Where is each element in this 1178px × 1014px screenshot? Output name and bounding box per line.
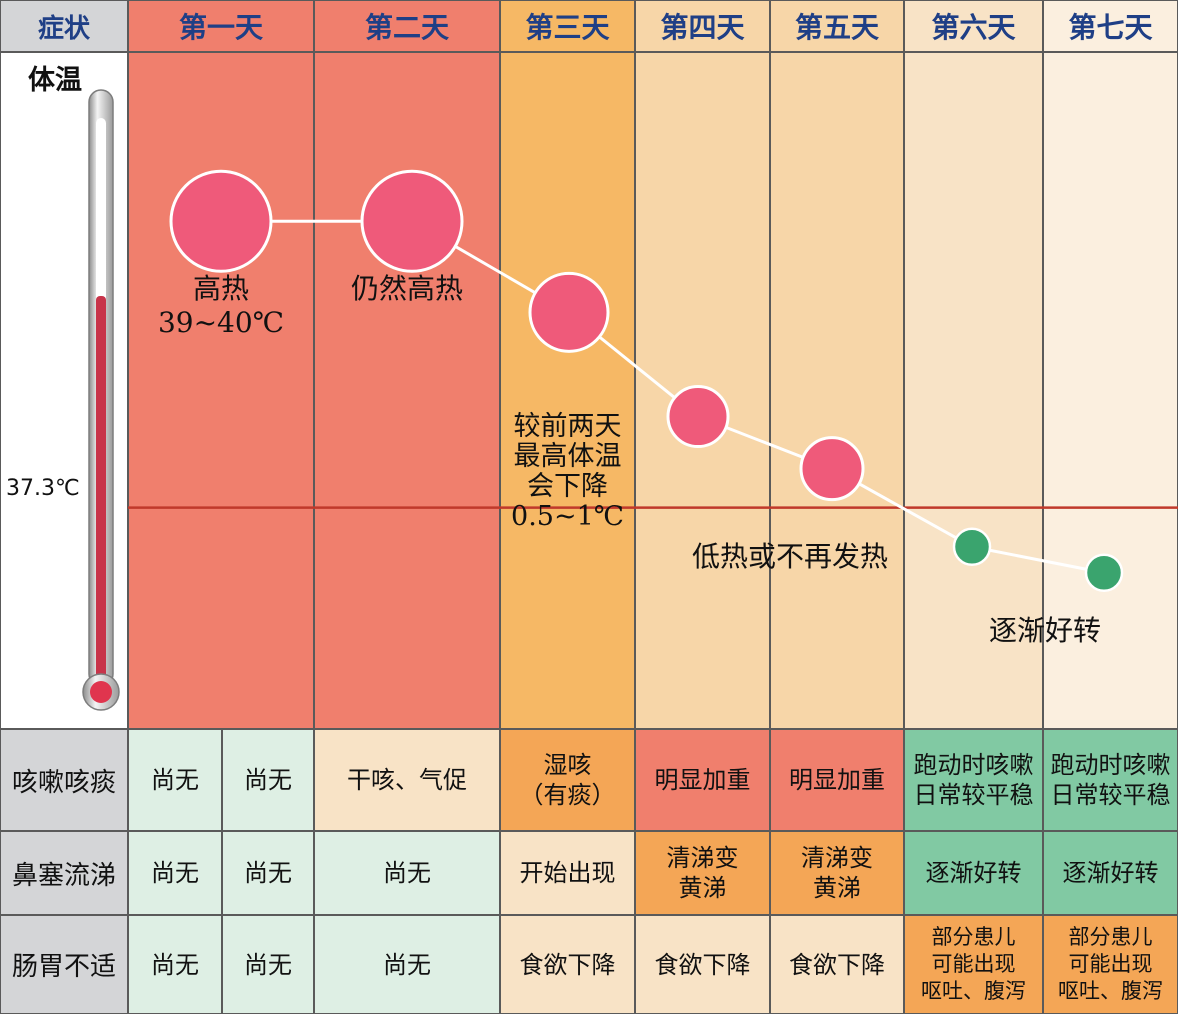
temperature-point-7 — [1084, 553, 1124, 593]
temperature-point-5 — [799, 436, 865, 502]
corner-label: 症状 — [37, 13, 90, 44]
nasal-row-cell: 尚无 — [222, 831, 314, 915]
gi-row-cell: 食欲下降 — [500, 915, 635, 1014]
nasal-row-cell: 清涕变 黄涕 — [635, 831, 770, 915]
threshold-label: 37.3℃ — [6, 476, 80, 501]
temp-bg-day-5 — [770, 52, 904, 729]
gi-row-label: 肠胃不适 — [0, 915, 128, 1014]
temperature-point-1 — [169, 169, 273, 273]
cough-row-cell: 跑动时咳嗽 日常较平稳 — [1043, 729, 1178, 831]
temperature-series-points — [169, 169, 1124, 593]
temp-bg-day-6 — [904, 52, 1043, 729]
cough-row-cell: 尚无 — [128, 729, 222, 831]
gi-row-cell: 食欲下降 — [635, 915, 770, 1014]
header-day-6: 第六天 — [904, 0, 1043, 52]
temp-bg-day-3 — [500, 52, 635, 729]
cough-row-cell: 明显加重 — [770, 729, 904, 831]
gi-row-cell: 尚无 — [128, 915, 222, 1014]
nasal-row-cell: 尚无 — [128, 831, 222, 915]
temp-label: 体温 — [28, 65, 82, 96]
nasal-row-cell: 逐渐好转 — [1043, 831, 1178, 915]
gi-row-cell: 部分患儿 可能出现 呕吐、腹泻 — [1043, 915, 1178, 1014]
header-day-2: 第二天 — [314, 0, 500, 52]
header-corner: 症状 — [0, 0, 128, 52]
gi-row-cell: 尚无 — [314, 915, 500, 1014]
cough-row-label: 咳嗽咳痰 — [0, 729, 128, 831]
cough-row-cell: 干咳、气促 — [314, 729, 500, 831]
header-day-7: 第七天 — [1043, 0, 1178, 52]
cough-row-cell: 明显加重 — [635, 729, 770, 831]
temperature-point-6 — [952, 527, 992, 566]
temp-bg-day-2 — [314, 52, 500, 729]
nasal-row-cell: 清涕变 黄涕 — [770, 831, 904, 915]
label-day-2: 仍然高热 — [350, 272, 463, 305]
thermometer-icon — [82, 89, 120, 711]
temp-bg-day-1 — [128, 52, 314, 729]
temperature-point-3 — [528, 271, 610, 353]
nasal-row-cell: 尚无 — [314, 831, 500, 915]
series-segment — [971, 545, 1105, 575]
label-day-4-5: 低热或不再发热 — [691, 540, 888, 573]
temp-bg-day-7 — [1043, 52, 1178, 729]
cough-row-cell: 湿咳 （有痰） — [500, 729, 635, 831]
temperature-point-4 — [666, 385, 730, 449]
temperature-point-2 — [360, 169, 464, 273]
gi-row-cell: 部分患儿 可能出现 呕吐、腹泻 — [904, 915, 1043, 1014]
gi-row-cell: 食欲下降 — [770, 915, 904, 1014]
header-day-4: 第四天 — [635, 0, 770, 52]
label-day-3: 较前两天 最高体温 会下降 0.5~1℃ — [511, 411, 624, 532]
nasal-row-cell: 开始出现 — [500, 831, 635, 915]
cough-row-cell: 跑动时咳嗽 日常较平稳 — [904, 729, 1043, 831]
label-day-1: 高热 39~40℃ — [157, 272, 285, 339]
header-day-1: 第一天 — [128, 0, 314, 52]
nasal-row-cell: 逐渐好转 — [904, 831, 1043, 915]
gi-row-cell: 尚无 — [222, 915, 314, 1014]
nasal-row-label: 鼻塞流涕 — [0, 831, 128, 915]
header-day-5: 第五天 — [770, 0, 904, 52]
temperature-chart — [82, 89, 1178, 711]
cough-row-cell: 尚无 — [222, 729, 314, 831]
label-day-6-7: 逐渐好转 — [988, 614, 1101, 647]
header-day-3: 第三天 — [500, 0, 635, 52]
